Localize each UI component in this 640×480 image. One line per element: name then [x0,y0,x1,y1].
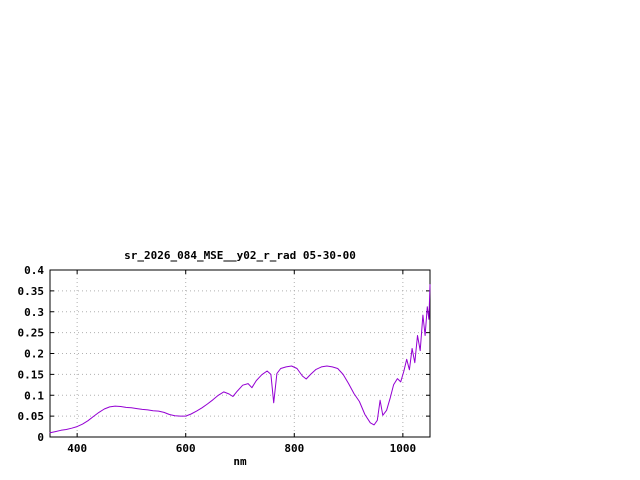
y-tick-label: 0.2 [24,348,44,361]
y-tick-label: 0.35 [18,285,45,298]
y-tick-label: 0.4 [24,264,44,277]
y-tick-label: 0.05 [18,410,45,423]
y-tick-label: 0.15 [18,368,45,381]
x-tick-label: 1000 [390,442,417,455]
chart-title: sr_2026_084_MSE__y02_r_rad 05-30-00 [124,249,356,262]
x-tick-label: 400 [67,442,87,455]
y-tick-label: 0.25 [18,327,45,340]
series-line [49,284,431,434]
y-tick-label: 0 [37,431,44,444]
x-axis-label: nm [233,455,247,468]
y-tick-label: 0.1 [24,389,44,402]
x-tick-label: 800 [284,442,304,455]
y-tick-label: 0.3 [24,306,44,319]
x-tick-label: 600 [176,442,196,455]
